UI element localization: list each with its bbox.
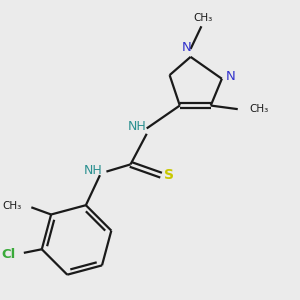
Text: NH: NH	[127, 120, 146, 133]
Text: N: N	[182, 41, 192, 54]
Text: NH: NH	[84, 164, 103, 177]
Text: CH₃: CH₃	[249, 104, 268, 114]
Text: N: N	[226, 70, 236, 83]
Text: CH₃: CH₃	[194, 14, 213, 23]
Text: CH₃: CH₃	[2, 200, 21, 211]
Text: Cl: Cl	[2, 248, 16, 261]
Text: S: S	[164, 168, 174, 182]
